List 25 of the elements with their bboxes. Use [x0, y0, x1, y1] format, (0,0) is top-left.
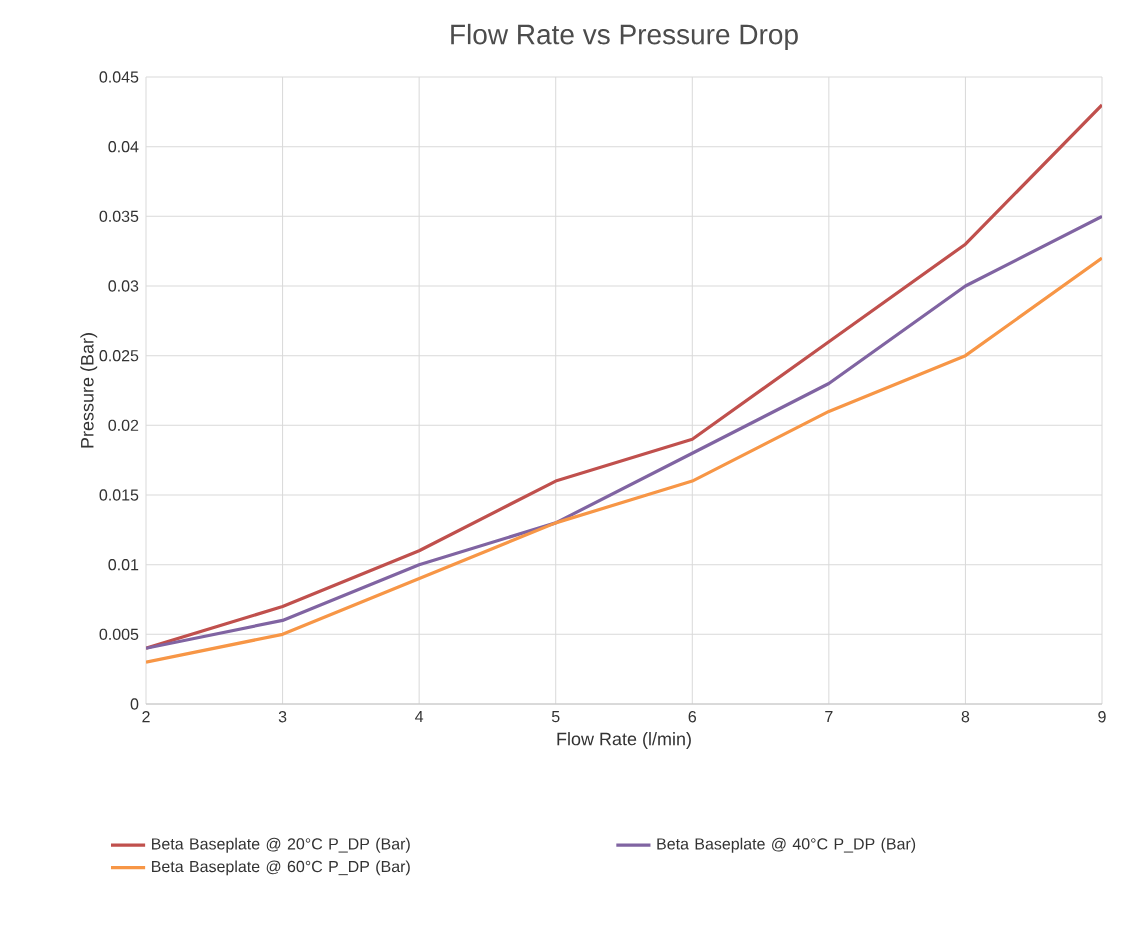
y-tick-label: 0.01: [108, 559, 139, 571]
legend-label: Beta Baseplate @ 60°C P_DP (Bar): [152, 860, 410, 876]
y-tick-label: 0.015: [99, 489, 139, 501]
y-tick-label: 0.005: [99, 628, 139, 640]
x-axis-title: Flow Rate (l/min): [557, 732, 691, 749]
x-tick-label: 5: [551, 711, 560, 723]
legend-label: Beta Baseplate @ 20°C P_DP (Bar): [152, 837, 410, 853]
x-tick-label: 7: [825, 711, 833, 723]
y-tick-label: 0.04: [108, 141, 139, 153]
line-series: [146, 103, 1102, 650]
y-tick-label: 0.025: [99, 350, 139, 362]
y-tick-label: 0.035: [99, 210, 139, 222]
y-tick-label: 0.02: [108, 419, 139, 431]
y-axis-title: Pressure (Bar): [80, 333, 98, 448]
x-tick-label: 4: [415, 711, 424, 723]
legend-label: Beta Baseplate @ 40°C P_DP (Bar): [657, 837, 916, 853]
x-tick-label: 9: [1098, 711, 1106, 723]
chart-title: Flow Rate vs Pressure Drop: [451, 23, 798, 50]
x-tick-label: 8: [961, 711, 970, 723]
y-tick-label: 0: [130, 698, 139, 710]
y-tick-label: 0.045: [99, 71, 139, 83]
x-tick-label: 6: [688, 711, 697, 723]
x-tick-label: 2: [142, 711, 150, 723]
y-tick-label: 0.03: [108, 280, 139, 292]
x-tick-label: 3: [278, 711, 287, 723]
